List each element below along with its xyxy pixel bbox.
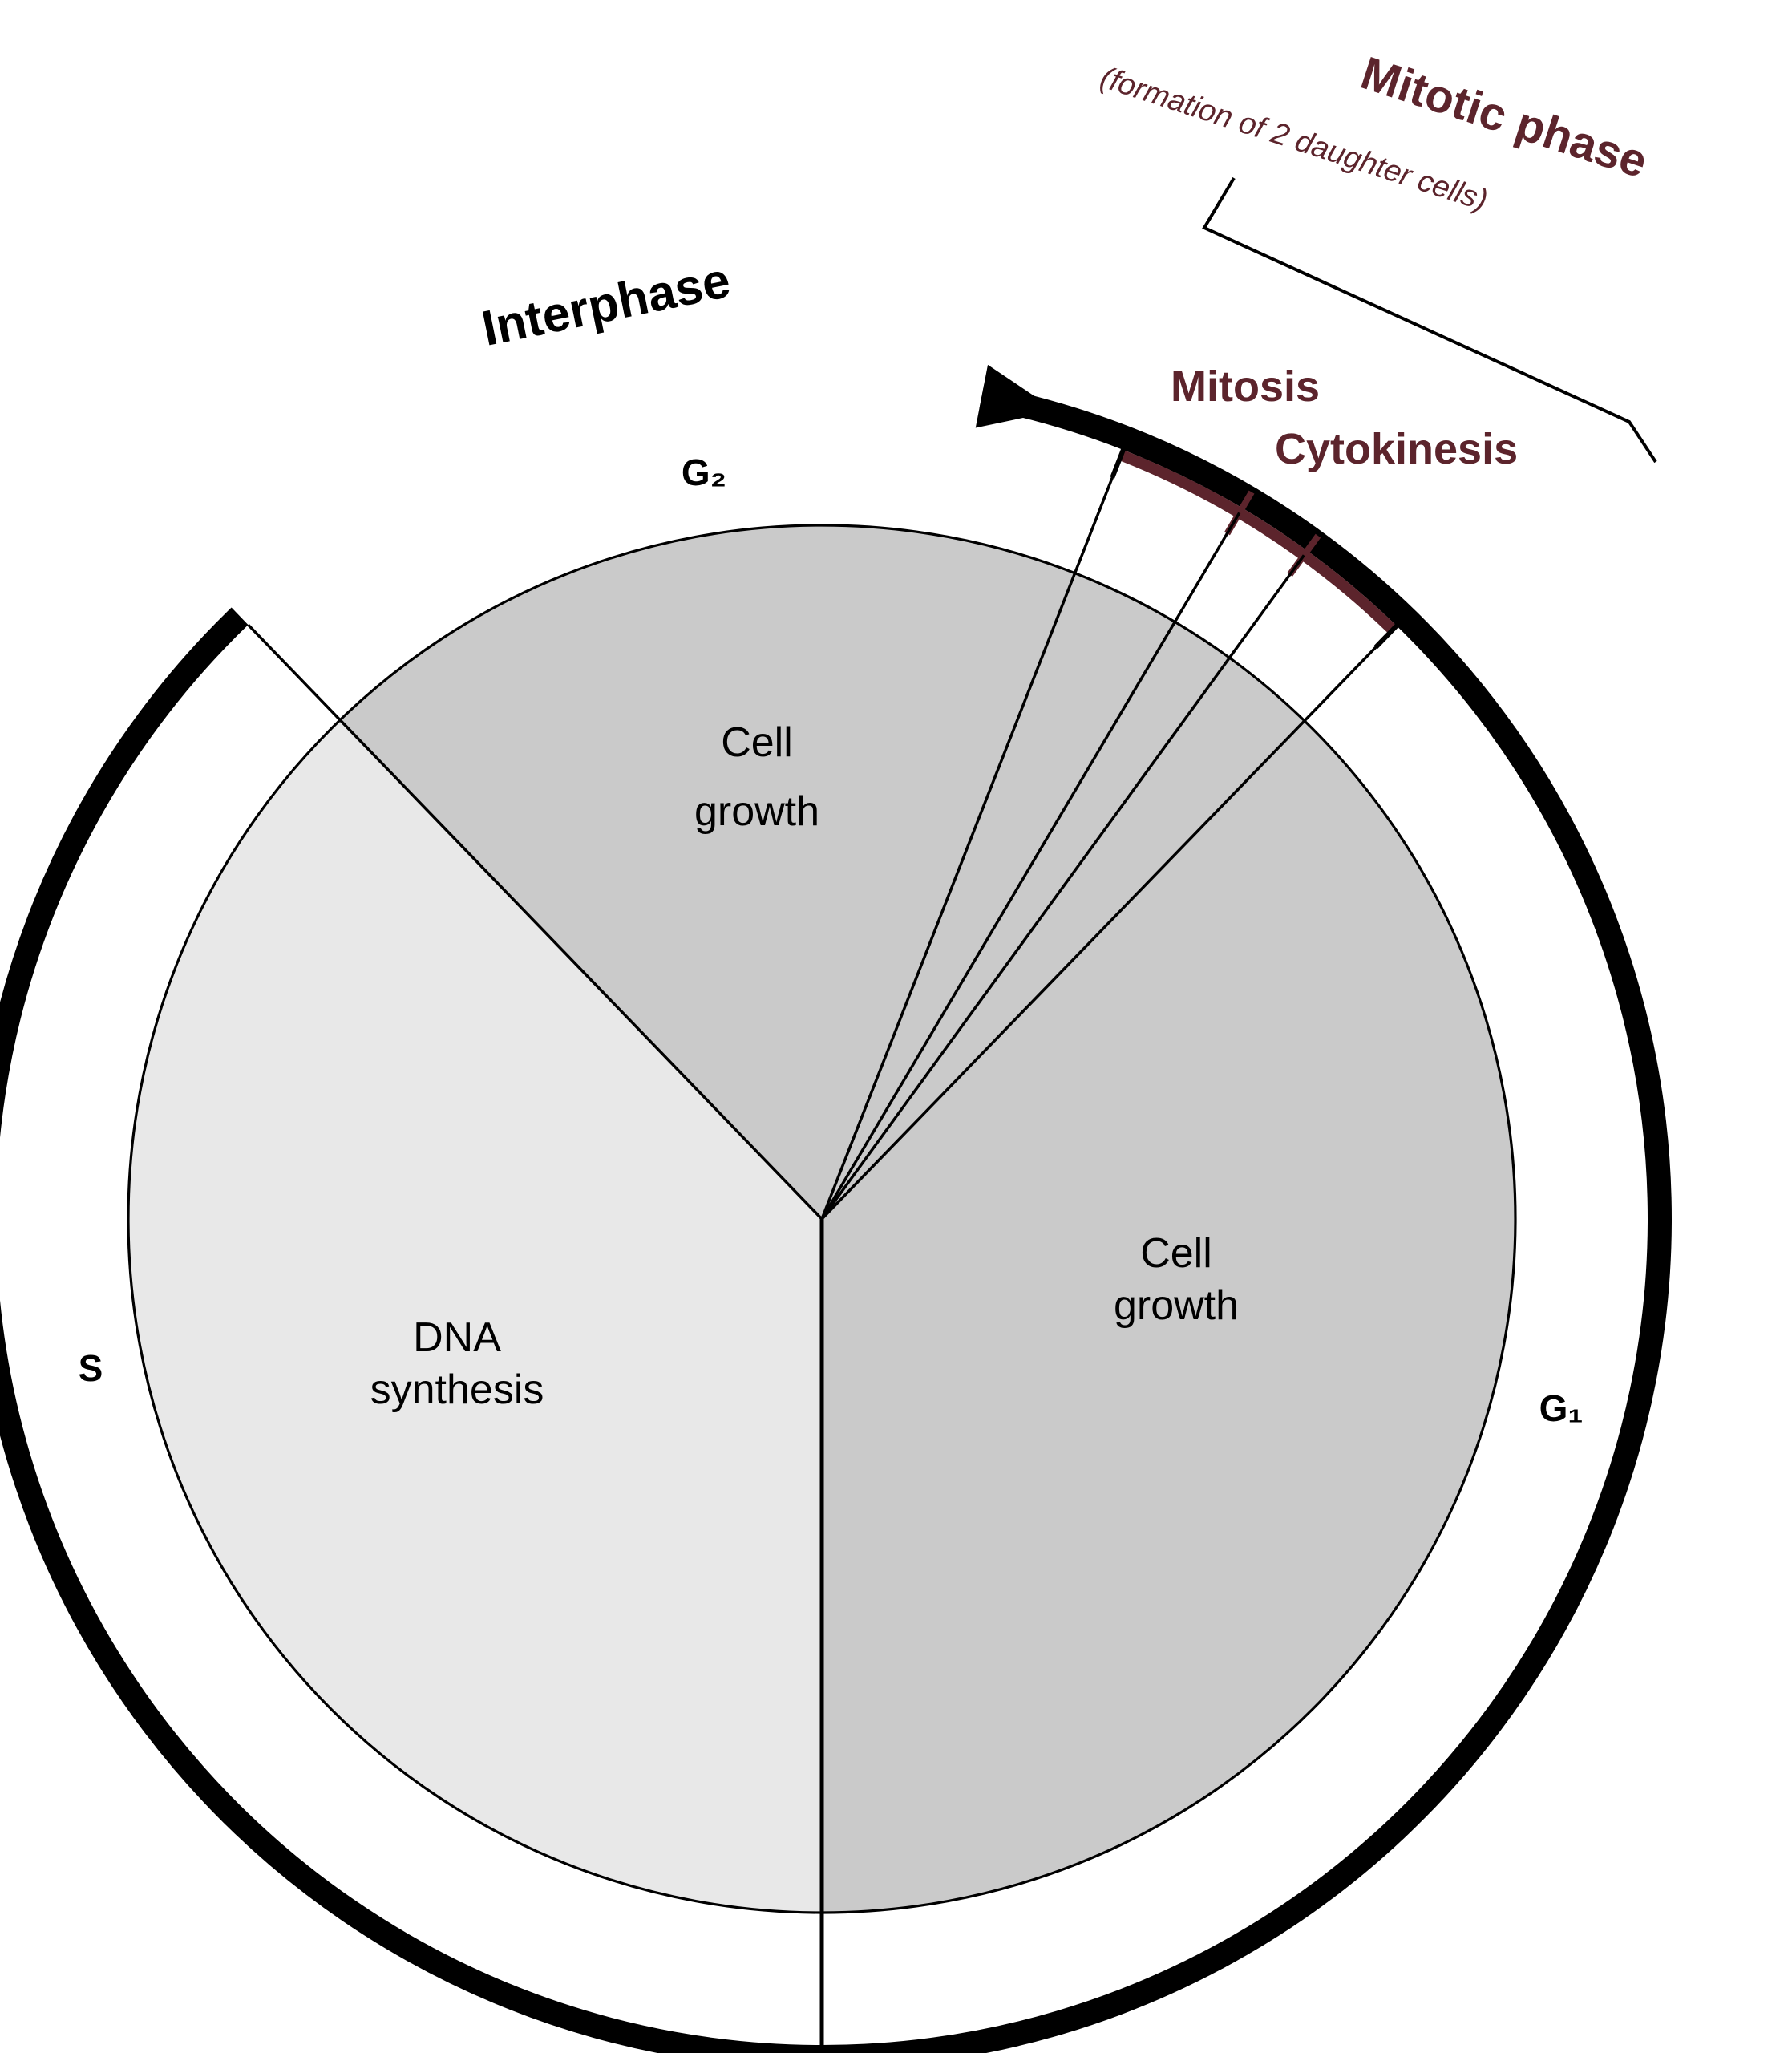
svg-text:G₁: G₁ (1539, 1387, 1584, 1429)
svg-text:Cell: Cell (1140, 1230, 1212, 1277)
svg-text:S: S (79, 1347, 103, 1389)
svg-text:Cytokinesis: Cytokinesis (1275, 425, 1518, 473)
svg-text:Mitosis: Mitosis (1171, 362, 1320, 411)
svg-text:Interphase: Interphase (477, 253, 734, 357)
svg-text:Cell: Cell (721, 719, 793, 766)
svg-text:growth: growth (694, 788, 819, 835)
svg-text:growth: growth (1114, 1282, 1239, 1329)
svg-text:synthesis: synthesis (370, 1367, 544, 1413)
svg-text:G₂: G₂ (682, 451, 726, 493)
svg-text:DNA: DNA (413, 1314, 501, 1361)
